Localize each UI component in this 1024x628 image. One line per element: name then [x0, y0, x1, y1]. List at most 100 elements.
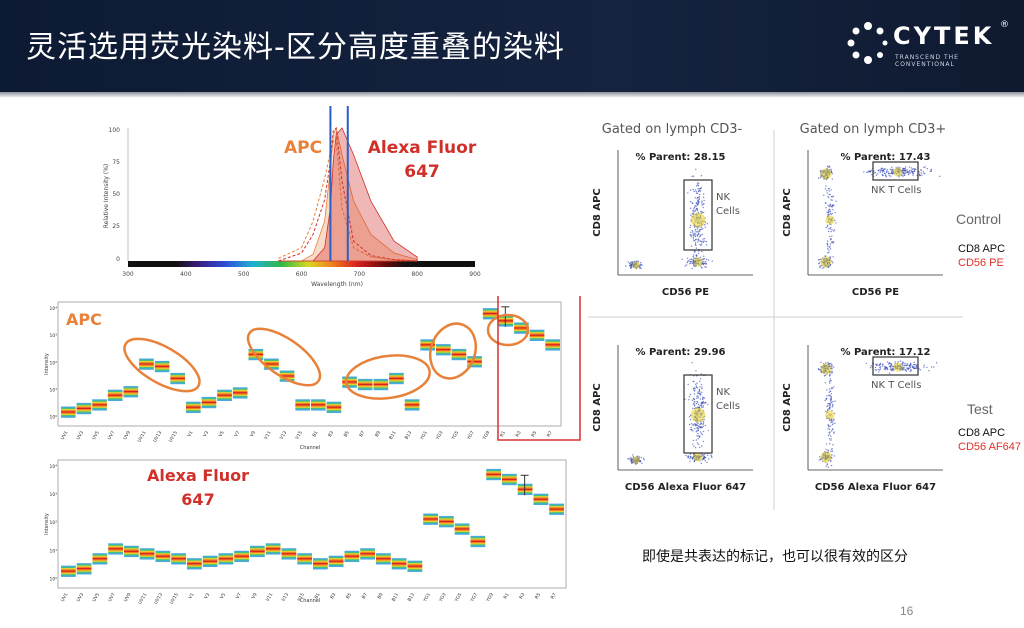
- channel-label-YG7: YG7: [466, 430, 476, 442]
- dot-cluster-3: [684, 362, 710, 465]
- dot-cluster-2: [685, 452, 713, 463]
- channel-label-UV13: UV13: [153, 592, 164, 606]
- dot-plot-percent: % Parent: 17.43: [840, 152, 930, 163]
- dot-cluster-1: [625, 260, 643, 270]
- spectrum-xticks: 300 400 500 600 700 800 900: [122, 271, 481, 278]
- dot-plot-gate: [872, 356, 919, 376]
- ytick-3: 10¹: [49, 548, 57, 554]
- channel-label-B1: B1: [313, 592, 321, 600]
- spectrum-apc-label: APC: [284, 138, 322, 158]
- signature-band-UV9: [124, 545, 139, 558]
- spectrum-xtick-700: 700: [354, 271, 366, 278]
- cytek-logo-mark: [847, 22, 888, 64]
- channel-label-R7: R7: [550, 592, 558, 600]
- channel-label-R5: R5: [534, 592, 542, 600]
- signature-band-UV13: [155, 550, 171, 563]
- channel-label-R7: R7: [546, 430, 554, 438]
- ytick-0: 10⁴: [49, 464, 57, 470]
- signature-band-UV7: [107, 389, 123, 401]
- channel-label-V9: V9: [249, 430, 257, 438]
- apc-highlight-yg: [428, 322, 478, 380]
- dot-cluster-core: [825, 410, 835, 420]
- signature-band-V5: [218, 553, 234, 565]
- spectrum-excitation-apc: [278, 137, 418, 262]
- dot-plot-gate-label: NK: [716, 192, 730, 203]
- af-channel-labels: UV1 UV3 UV5 UV7 UV9 UV11 UV13 UV15 V1 V3 V5 V7 V9 V11…: [60, 592, 558, 606]
- legend-control-line1: CD8 APC: [958, 243, 1006, 255]
- dot-cluster-core: [690, 212, 706, 228]
- signature-band-R3: [514, 322, 529, 334]
- channel-label-R5: R5: [530, 430, 538, 438]
- signature-band-B13: [407, 560, 423, 572]
- af-sig-label-2: 647: [181, 490, 214, 509]
- signature-band-V7: [232, 387, 248, 399]
- signature-band-YG3: [436, 344, 451, 356]
- channel-label-V1: V1: [186, 430, 194, 438]
- ytick-4: 10⁰: [49, 415, 57, 421]
- signature-band-B7: [360, 548, 375, 560]
- channel-label-UV3: UV3: [75, 430, 85, 441]
- signature-band-V5: [217, 389, 232, 401]
- dot-cluster-core: [820, 168, 832, 180]
- dot-plot-percent: % Parent: 28.15: [635, 152, 725, 163]
- signature-band-UV5: [92, 399, 107, 411]
- dot-cluster-core: [690, 407, 706, 423]
- channel-label-UV5: UV5: [91, 430, 101, 441]
- dot-cluster-1: [817, 255, 834, 269]
- dot-cluster-2: [817, 166, 834, 181]
- dot-cluster-core: [820, 363, 832, 375]
- signature-band-YG9: [486, 468, 501, 481]
- signature-band-R7: [545, 339, 560, 351]
- signature-band-UV3: [76, 563, 92, 575]
- signature-band-YG1: [423, 513, 438, 525]
- signature-band-V3: [201, 396, 217, 409]
- spectrum-xtick-800: 800: [411, 271, 423, 278]
- channel-label-V5: V5: [219, 592, 227, 600]
- channel-label-YG3: YG3: [434, 430, 444, 442]
- signature-band-UV11: [139, 358, 154, 370]
- legend-control-line2: CD56 PE: [958, 257, 1004, 269]
- apc-r-laser-box: [497, 296, 581, 441]
- dot-plot-xlabel: CD56 PE: [852, 287, 899, 298]
- signature-band-UV7: [108, 543, 123, 555]
- apc-highlight-uv: [123, 337, 201, 393]
- signature-band-V1: [187, 558, 202, 570]
- channel-label-UV3: UV3: [76, 592, 86, 603]
- af-ylabel: Intensity: [44, 513, 50, 535]
- channel-label-B11: B11: [391, 592, 401, 603]
- ytick-1: 10³: [49, 333, 57, 339]
- col-title-cd3-pos: Gated on lymph CD3+: [800, 122, 947, 137]
- dot-plot-percent: % Parent: 29.96: [635, 347, 725, 358]
- channel-label-UV15: UV15: [169, 592, 180, 606]
- signature-band-R7: [549, 503, 564, 515]
- channel-label-B3: B3: [327, 430, 335, 438]
- dot-cluster-4: [823, 165, 837, 268]
- dot-cluster-1: [818, 450, 834, 467]
- dot-cluster-core: [820, 451, 832, 463]
- signature-band-UV13: [154, 360, 170, 373]
- channel-label-UV7: UV7: [107, 592, 117, 603]
- channel-label-V7: V7: [233, 430, 241, 438]
- signature-band-V1: [186, 401, 201, 413]
- channel-label-V7: V7: [235, 592, 243, 600]
- dot-cluster-core: [632, 261, 640, 269]
- dot-cluster-core: [632, 456, 640, 464]
- signature-band-UV3: [76, 402, 92, 415]
- ytick-4: 10⁰: [49, 576, 57, 582]
- dot-plot-xlabel: CD56 Alexa Fluor 647: [625, 482, 746, 493]
- channel-label-YG9: YG9: [481, 430, 491, 442]
- legend-test-title: Test: [967, 401, 993, 417]
- signature-band-R1: [502, 473, 517, 486]
- signature-band-UV1: [61, 406, 76, 418]
- dot-cluster-3: [863, 166, 941, 178]
- signature-band-UV11: [139, 548, 155, 560]
- channel-label-YG5: YG5: [450, 430, 460, 442]
- dot-plot-ylabel: CD8 APC: [782, 188, 793, 237]
- channel-label-V1: V1: [187, 592, 195, 600]
- logo-name: CYTEK: [893, 22, 995, 50]
- signature-band-YG5: [451, 348, 467, 361]
- spectrum-ytick-25: 25: [112, 223, 120, 230]
- spectrum-wavelength-bar: [128, 261, 475, 267]
- cytek-logo: CYTEK ® TRANSCEND THE CONVENTIONAL: [845, 20, 1015, 70]
